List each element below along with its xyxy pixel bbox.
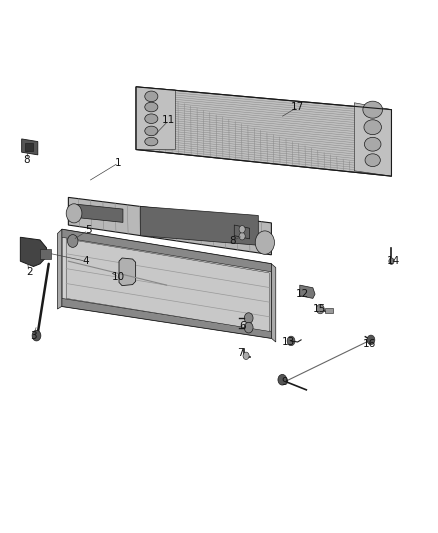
Polygon shape <box>62 229 272 272</box>
Polygon shape <box>136 87 175 150</box>
Polygon shape <box>141 206 258 245</box>
Text: 16: 16 <box>363 338 376 349</box>
Text: 11: 11 <box>162 115 175 125</box>
Polygon shape <box>119 258 136 286</box>
Polygon shape <box>68 197 272 255</box>
Polygon shape <box>300 285 315 298</box>
Circle shape <box>244 313 253 324</box>
Text: 5: 5 <box>85 225 92 236</box>
Circle shape <box>389 258 394 264</box>
Text: 7: 7 <box>237 348 244 358</box>
Polygon shape <box>62 298 272 338</box>
Text: 12: 12 <box>295 289 309 299</box>
Text: 2: 2 <box>26 267 32 277</box>
Polygon shape <box>66 239 269 332</box>
Ellipse shape <box>145 126 158 136</box>
Ellipse shape <box>145 138 158 146</box>
Bar <box>325 308 332 313</box>
Circle shape <box>32 330 41 341</box>
Circle shape <box>243 352 249 360</box>
Ellipse shape <box>363 101 382 118</box>
Polygon shape <box>77 204 123 222</box>
Text: 6: 6 <box>240 321 246 331</box>
Circle shape <box>278 374 287 385</box>
Bar <box>25 143 33 151</box>
Text: 9: 9 <box>281 377 288 387</box>
Ellipse shape <box>145 114 158 124</box>
Circle shape <box>239 225 245 233</box>
Ellipse shape <box>365 154 380 166</box>
Bar <box>40 249 51 259</box>
Polygon shape <box>21 139 38 155</box>
Text: 8: 8 <box>229 236 235 246</box>
Circle shape <box>287 336 295 346</box>
Ellipse shape <box>145 102 158 112</box>
Text: 3: 3 <box>30 330 37 341</box>
Circle shape <box>367 335 375 345</box>
Text: 13: 13 <box>282 337 296 347</box>
Circle shape <box>316 304 324 314</box>
Polygon shape <box>62 229 272 338</box>
Text: 17: 17 <box>291 102 304 112</box>
Polygon shape <box>354 103 392 176</box>
Ellipse shape <box>364 138 381 151</box>
Text: 10: 10 <box>112 272 125 282</box>
Ellipse shape <box>145 91 158 102</box>
Text: 14: 14 <box>387 256 400 266</box>
Text: 8: 8 <box>24 155 30 165</box>
Text: 4: 4 <box>82 256 89 266</box>
Circle shape <box>66 204 82 223</box>
Circle shape <box>239 232 245 240</box>
Ellipse shape <box>364 120 381 135</box>
Polygon shape <box>136 87 392 176</box>
Text: 1: 1 <box>115 158 122 168</box>
Polygon shape <box>20 237 46 266</box>
Polygon shape <box>272 264 276 342</box>
Text: 15: 15 <box>313 304 326 314</box>
Circle shape <box>244 322 253 333</box>
Circle shape <box>67 235 78 247</box>
Polygon shape <box>57 229 62 309</box>
Circle shape <box>255 231 275 254</box>
Polygon shape <box>234 225 250 239</box>
